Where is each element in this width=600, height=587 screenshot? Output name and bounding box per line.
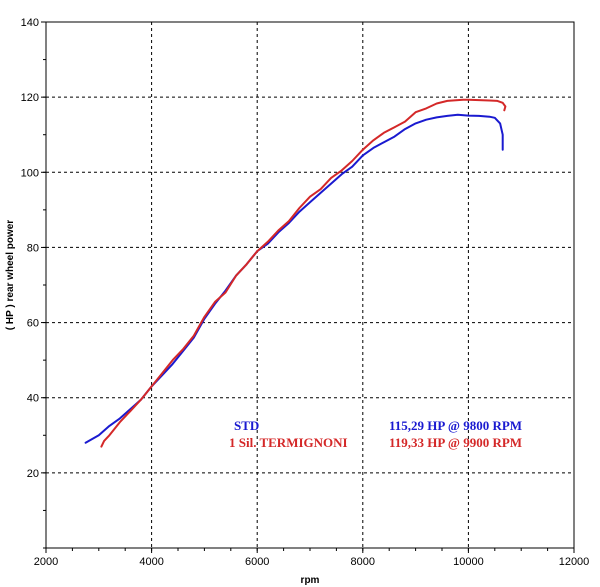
y-tick-label: 20 — [27, 468, 39, 480]
x-tick-label: 2000 — [34, 556, 58, 568]
legend-std-name: STD — [234, 418, 259, 433]
x-tick-label: 10000 — [453, 556, 484, 568]
legend: STD 115,29 HP @ 9800 RPM 1 Sil. TERMIGNO… — [229, 418, 522, 450]
y-tick-label: 40 — [27, 393, 39, 405]
series-line-std — [84, 113, 504, 444]
series-lines — [84, 98, 507, 448]
y-axis-title: ( HP ) rear wheel power — [5, 220, 16, 331]
y-tick-label: 60 — [27, 318, 39, 330]
x-axis-title: rpm — [301, 575, 320, 586]
y-tick-label: 120 — [21, 92, 39, 104]
x-tick-label: 12000 — [559, 556, 590, 568]
x-tick-label: 4000 — [139, 556, 163, 568]
y-tick-label: 80 — [27, 242, 39, 254]
legend-termignoni-name: 1 Sil. TERMIGNONI — [229, 435, 348, 450]
x-tick-label: 6000 — [245, 556, 269, 568]
legend-std-peak: 115,29 HP @ 9800 RPM — [389, 418, 522, 433]
tick-labels: 2000 4000 6000 8000 10000 12000 20 40 60 80 100 120… — [21, 17, 590, 568]
tick-marks — [41, 21, 575, 553]
x-tick-label: 8000 — [351, 556, 375, 568]
legend-termignoni-peak: 119,33 HP @ 9900 RPM — [389, 435, 522, 450]
y-tick-label: 100 — [21, 167, 39, 179]
grid-lines — [46, 22, 574, 548]
series-line-termignoni — [100, 98, 507, 448]
y-tick-label: 140 — [21, 17, 39, 29]
